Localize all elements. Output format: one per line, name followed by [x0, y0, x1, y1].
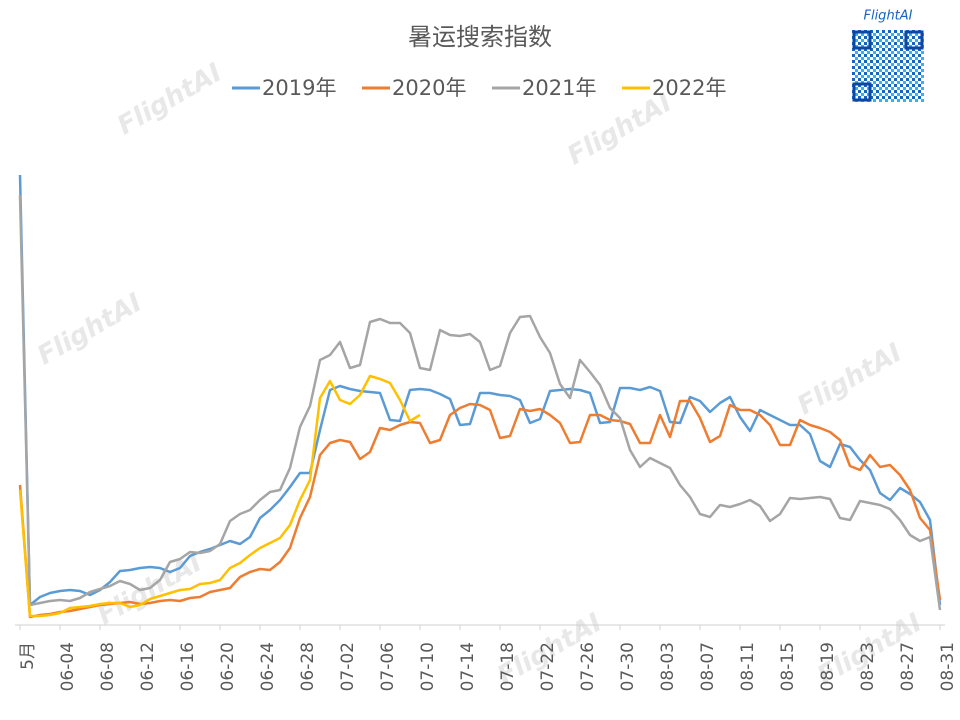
watermark: FlightAI	[562, 88, 677, 172]
x-tick-label: 06-04	[58, 642, 78, 691]
series-line	[18, 399, 942, 619]
x-tick-label: 07-14	[458, 642, 478, 691]
watermarks: FlightAI FlightAI FlightAI FlightAI Flig…	[32, 58, 927, 692]
watermark: FlightAI	[112, 58, 227, 142]
legend-label: 2022年	[652, 76, 726, 100]
legend-label: 2019年	[262, 76, 336, 100]
x-tick-label: 08-15	[778, 642, 798, 691]
watermark: FlightAI	[32, 288, 147, 372]
x-tick-label: 08-03	[658, 642, 678, 691]
x-tick-label: 07-02	[338, 642, 358, 691]
x-tick-label: 07-30	[618, 642, 638, 691]
series-line	[18, 374, 421, 618]
qr-finder	[852, 30, 872, 50]
brand: FlightAI	[863, 9, 912, 24]
x-tick-label: 06-08	[98, 642, 118, 691]
x-tick-label: 06-16	[178, 642, 198, 691]
x-tick-label: 08-19	[818, 642, 838, 691]
qr-finder	[852, 82, 872, 102]
x-tick-label: 08-31	[938, 642, 958, 691]
x-tick-label: 08-07	[698, 642, 718, 691]
series-line	[18, 194, 942, 611]
chart-title: 暑运搜索指数	[408, 23, 552, 51]
x-tick-label: 07-18	[498, 642, 518, 691]
watermark: FlightAI	[792, 338, 907, 422]
x-tick-label: 06-24	[258, 642, 278, 691]
series-line	[18, 174, 942, 607]
legend-label: 2021年	[522, 76, 596, 100]
qr-code	[852, 30, 924, 102]
x-tick-label: 07-22	[538, 642, 558, 691]
x-tick-label: 07-26	[578, 642, 598, 691]
qr-finder	[904, 30, 924, 50]
x-tick-label: 07-10	[418, 642, 438, 691]
x-tick-label: 06-20	[218, 642, 238, 691]
x-tick-label: 08-27	[898, 642, 918, 691]
x-tick-label: 07-06	[378, 642, 398, 691]
x-tick-label: 08-11	[738, 642, 758, 691]
legend-label: 2020年	[392, 76, 466, 100]
x-tick-label: 5月	[18, 642, 38, 670]
x-tick-label: 06-28	[298, 642, 318, 691]
x-tick-label: 08-23	[858, 642, 878, 691]
x-tick-label: 06-12	[138, 642, 158, 691]
